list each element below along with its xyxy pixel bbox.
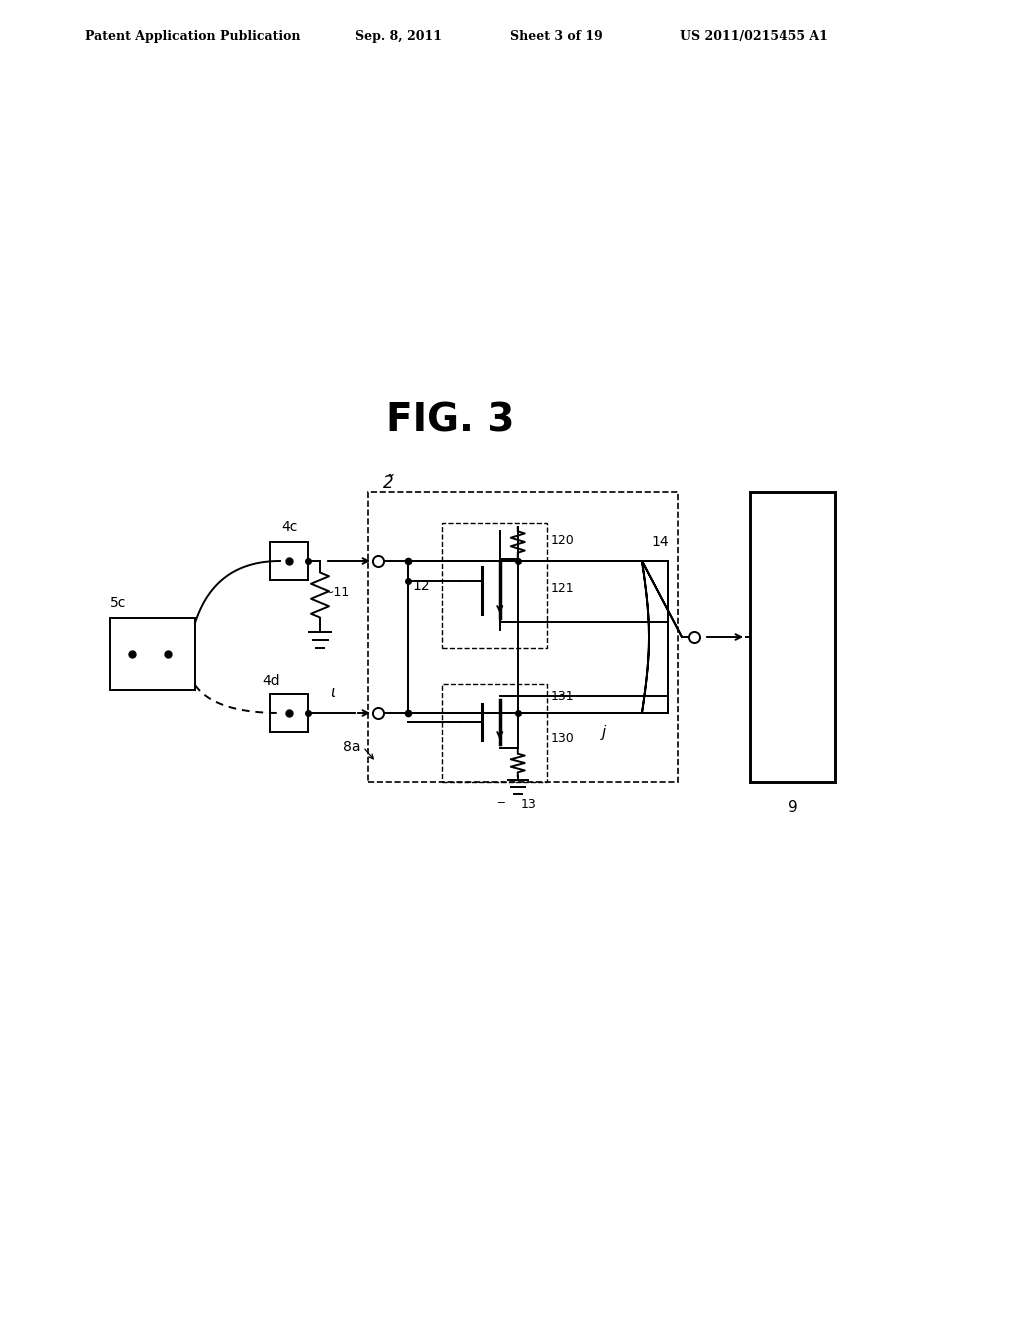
- Text: j: j: [602, 725, 606, 739]
- Text: ~11: ~11: [324, 586, 350, 599]
- Text: 8a: 8a: [342, 741, 360, 754]
- Text: 131: 131: [551, 689, 574, 702]
- Bar: [110, 618, 195, 690]
- Text: 14: 14: [651, 535, 669, 549]
- Text: ι: ι: [330, 685, 335, 700]
- Text: ─: ─: [498, 797, 504, 807]
- Bar: [442, 523, 547, 648]
- Bar: [270, 543, 308, 579]
- Text: 13: 13: [521, 799, 537, 812]
- Text: 9: 9: [787, 800, 798, 814]
- Bar: [270, 694, 308, 733]
- Bar: [408, 561, 668, 713]
- Text: Sep. 8, 2011: Sep. 8, 2011: [355, 30, 442, 44]
- Text: 2̃: 2̃: [383, 474, 393, 492]
- Text: Patent Application Publication: Patent Application Publication: [85, 30, 300, 44]
- Bar: [442, 684, 547, 781]
- Text: 5c: 5c: [110, 597, 126, 610]
- Text: Sheet 3 of 19: Sheet 3 of 19: [510, 30, 603, 44]
- Text: 12: 12: [413, 578, 430, 593]
- Text: FIG. 3: FIG. 3: [386, 401, 514, 440]
- Text: 121: 121: [551, 582, 574, 594]
- Text: 4c: 4c: [281, 520, 297, 535]
- Text: US 2011/0215455 A1: US 2011/0215455 A1: [680, 30, 827, 44]
- Text: 4d: 4d: [262, 675, 280, 688]
- Bar: [750, 492, 835, 781]
- Bar: [368, 492, 678, 781]
- Polygon shape: [642, 561, 682, 713]
- Text: 120: 120: [551, 535, 574, 548]
- Text: 130: 130: [551, 733, 574, 746]
